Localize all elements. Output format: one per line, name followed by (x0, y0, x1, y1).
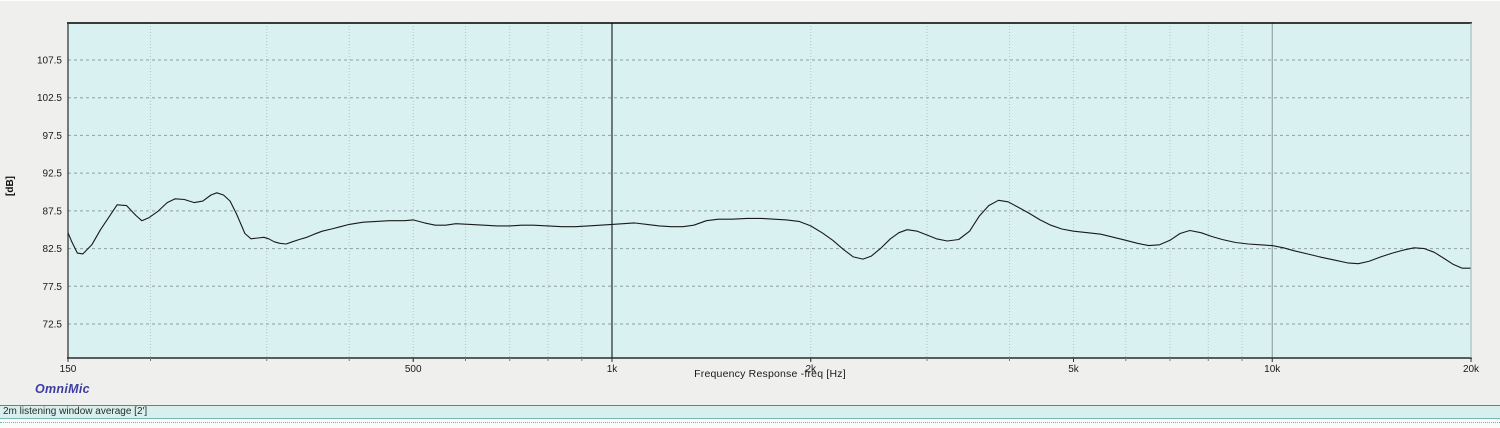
y-tick-label: 97.5 (43, 131, 63, 142)
y-axis-unit-label: [dB] (5, 176, 16, 196)
plot-area (68, 23, 1471, 358)
x-tick-label: 150 (60, 364, 77, 375)
x-tick-label: 2k (805, 364, 817, 375)
y-tick-label: 102.5 (37, 93, 62, 104)
y-tick-label: 82.5 (43, 244, 63, 255)
x-tick-label: 10k (1264, 364, 1281, 375)
response-curve (67, 192, 1471, 269)
frequency-response-plot[interactable]: 107.5 102.5 97.5 92.5 87.5 82.5 77.5 72.5 150 500… (0, 1, 1500, 405)
legend-trace-row[interactable]: 2m listening window average [2'] (0, 405, 1500, 419)
x-tick-label: 20k (1463, 364, 1480, 375)
y-tick-label: 92.5 (43, 169, 63, 180)
x-tick-label: 500 (405, 364, 422, 375)
x-tick-label: 1k (607, 364, 619, 375)
omnimic-logo: OmniMic (35, 382, 90, 396)
legend-empty-row (0, 419, 1500, 428)
x-tick-label: 5k (1068, 364, 1080, 375)
y-tick-label: 87.5 (43, 206, 63, 217)
y-tick-label: 107.5 (37, 56, 62, 67)
legend-row-divider (0, 422, 1500, 423)
x-axis-title: Frequency Response -freq [Hz] (694, 368, 846, 380)
legend-trace-label: 2m listening window average [2'] (3, 406, 148, 417)
y-tick-label: 72.5 (43, 320, 63, 331)
y-tick-label: 77.5 (43, 282, 63, 293)
